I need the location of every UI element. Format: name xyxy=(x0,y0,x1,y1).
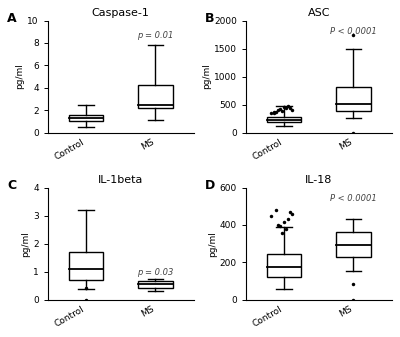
Bar xyxy=(69,252,103,280)
Y-axis label: pg/ml: pg/ml xyxy=(202,64,211,89)
Bar xyxy=(336,233,371,257)
Bar xyxy=(336,87,371,111)
Title: IL-1beta: IL-1beta xyxy=(98,176,144,185)
Text: P < 0.0001: P < 0.0001 xyxy=(330,193,377,203)
Title: IL-18: IL-18 xyxy=(305,176,332,185)
Text: P < 0.0001: P < 0.0001 xyxy=(330,27,377,36)
Y-axis label: pg/ml: pg/ml xyxy=(208,231,217,256)
Bar xyxy=(138,281,173,288)
Text: A: A xyxy=(7,11,16,25)
Bar xyxy=(267,117,301,122)
Title: ASC: ASC xyxy=(308,8,330,18)
Bar xyxy=(138,86,173,108)
Text: C: C xyxy=(7,179,16,192)
Text: D: D xyxy=(205,179,215,192)
Y-axis label: pg/ml: pg/ml xyxy=(21,231,30,256)
Text: B: B xyxy=(205,11,214,25)
Text: p = 0.03: p = 0.03 xyxy=(137,268,174,277)
Bar xyxy=(69,115,103,121)
Y-axis label: pg/ml: pg/ml xyxy=(16,64,24,89)
Text: p = 0.01: p = 0.01 xyxy=(137,31,174,39)
Bar xyxy=(267,254,301,277)
Title: Caspase-1: Caspase-1 xyxy=(92,8,150,18)
